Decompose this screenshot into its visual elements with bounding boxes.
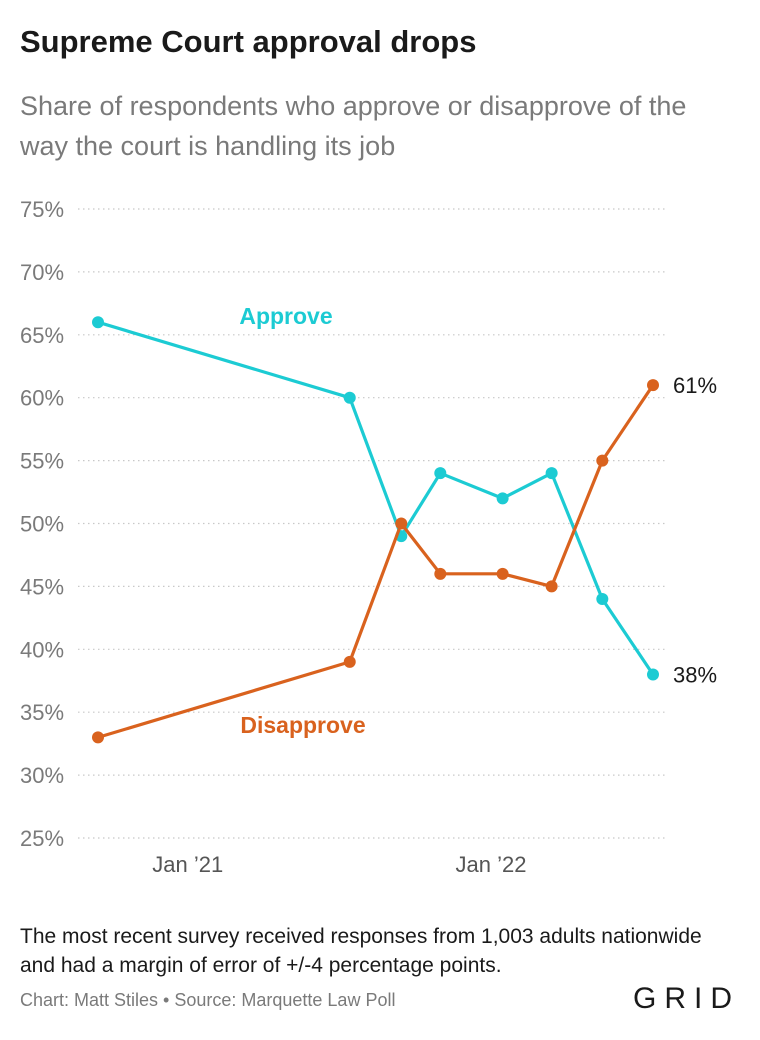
approve-point: [596, 592, 609, 605]
x-tick-label: Jan ’22: [456, 852, 527, 877]
approve-point: [92, 316, 104, 329]
survey-note: The most recent survey received response…: [20, 925, 702, 977]
disapprove-series-label: Disapprove: [240, 712, 365, 738]
disapprove-point: [434, 567, 447, 580]
chart-title: Supreme Court approval drops: [20, 24, 477, 59]
approve-point: [434, 467, 447, 480]
y-tick-label: 25%: [20, 826, 64, 851]
approve-line: [97, 320, 655, 676]
approve-point: [496, 492, 509, 505]
approve-point: [343, 391, 356, 404]
approve-end-label: 38%: [673, 662, 717, 687]
chart-credit: Chart: Matt Stiles • Source: Marquette L…: [20, 990, 396, 1010]
disapprove-point: [343, 655, 356, 668]
grid-logo: GRID: [633, 982, 740, 1015]
y-tick-label: 55%: [20, 449, 64, 474]
approve-series-label: Approve: [239, 303, 332, 329]
disapprove-point: [545, 580, 558, 593]
y-tick-label: 35%: [20, 700, 64, 725]
y-tick-label: 65%: [20, 323, 64, 348]
y-tick-label: 30%: [20, 763, 64, 788]
line-chart: 75% 70% 65% 60% 55% 50% 45% 40% 35% 30% 25% Jan ’21…: [20, 197, 717, 877]
disapprove-point: [92, 731, 104, 744]
disapprove-end-label: 61%: [673, 373, 717, 398]
y-tick-label: 50%: [20, 512, 64, 537]
y-tick-label: 60%: [20, 386, 64, 411]
y-tick-label: 40%: [20, 637, 64, 662]
approve-point: [545, 467, 558, 480]
disapprove-point: [647, 379, 659, 392]
chart-subtitle: Share of respondents who approve or disa…: [20, 91, 687, 161]
y-tick-label: 45%: [20, 574, 64, 599]
disapprove-point: [395, 517, 408, 530]
x-tick-label: Jan ’21: [152, 852, 223, 877]
y-tick-label: 70%: [20, 260, 64, 285]
disapprove-point: [596, 454, 609, 467]
approve-point: [647, 668, 659, 681]
y-tick-label: 75%: [20, 197, 64, 222]
disapprove-line: [97, 384, 655, 739]
disapprove-point: [496, 567, 509, 580]
